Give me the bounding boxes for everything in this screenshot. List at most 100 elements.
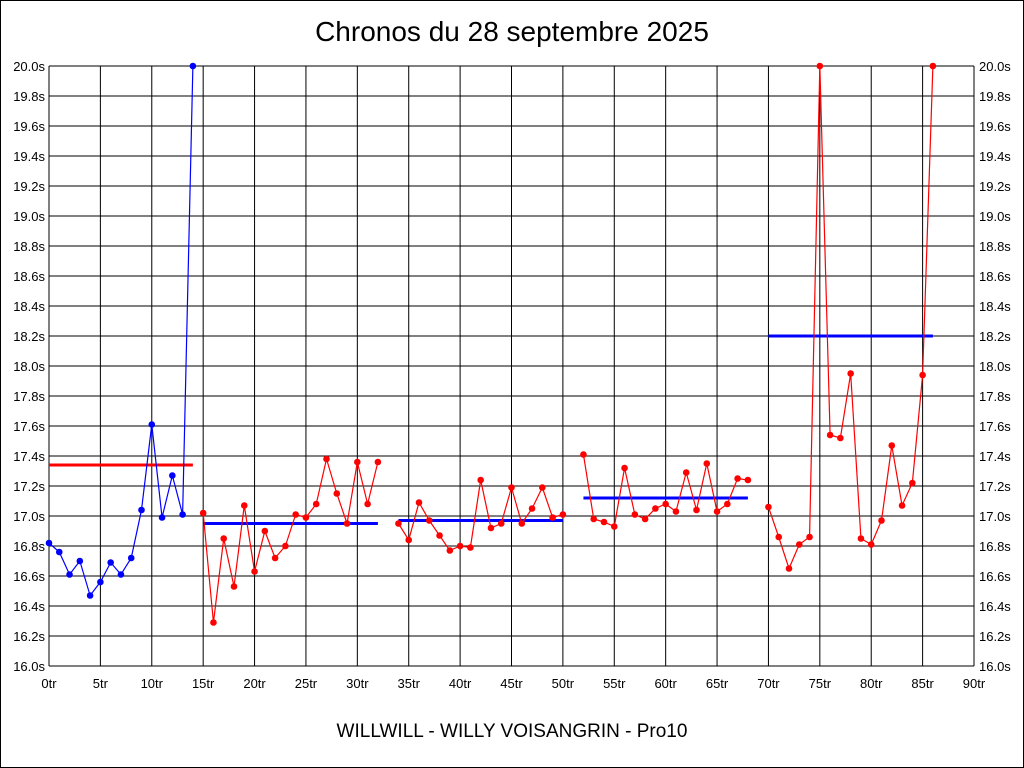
y-tick-label-right: 19.6s — [979, 119, 1011, 134]
y-tick-label-right: 19.2s — [979, 179, 1011, 194]
x-tick-label: 30tr — [346, 676, 369, 691]
data-point — [497, 520, 505, 527]
x-tick-label: 15tr — [192, 676, 215, 691]
data-point — [621, 464, 628, 472]
data-point — [55, 548, 63, 556]
y-tick-label-right: 17.2s — [979, 479, 1011, 494]
data-point — [724, 500, 731, 508]
x-tick-label: 20tr — [243, 676, 266, 691]
data-point — [508, 484, 515, 491]
data-point — [86, 592, 94, 599]
y-tick-label-left: 18.2s — [13, 329, 45, 344]
data-point — [312, 500, 320, 508]
data-point — [323, 455, 330, 463]
data-point — [867, 541, 875, 548]
data-point — [395, 520, 402, 527]
data-point — [580, 451, 587, 458]
x-tick-label: 75tr — [809, 676, 832, 691]
data-point — [158, 514, 166, 521]
y-tick-label-left: 16.8s — [13, 539, 45, 554]
data-point — [693, 506, 700, 514]
y-tick-label-left: 17.4s — [13, 449, 45, 464]
y-tick-label-left: 18.8s — [13, 239, 45, 254]
data-point — [765, 503, 772, 511]
data-point — [425, 517, 433, 524]
y-tick-label-left: 16.2s — [13, 629, 45, 644]
data-point — [97, 578, 104, 586]
y-tick-label-right: 16.2s — [979, 629, 1011, 644]
data-point — [436, 532, 443, 539]
data-point — [251, 568, 258, 575]
data-point — [590, 515, 598, 523]
data-point — [66, 571, 73, 578]
data-point — [919, 371, 926, 379]
data-point — [610, 523, 618, 530]
data-point — [652, 505, 659, 512]
data-point — [446, 547, 454, 554]
data-point — [169, 472, 176, 479]
data-point — [415, 499, 423, 506]
data-point — [117, 571, 125, 578]
data-point — [528, 505, 536, 512]
data-point — [878, 517, 885, 524]
x-tick-label: 45tr — [500, 676, 523, 691]
data-point — [888, 442, 896, 449]
data-point — [199, 509, 207, 517]
chart-subtitle: WILLWILL - WILLY VOISANGRIN - Pro10 — [336, 721, 688, 742]
data-point — [179, 511, 186, 518]
x-tick-label: 0tr — [41, 676, 57, 691]
data-point — [929, 62, 937, 70]
data-point — [230, 583, 238, 590]
y-tick-label-left: 18.0s — [13, 359, 45, 374]
series-line — [397, 479, 564, 552]
data-point — [600, 518, 608, 526]
y-tick-label-right: 16.4s — [979, 599, 1011, 614]
data-point — [539, 484, 546, 491]
data-point — [302, 514, 310, 521]
x-tick-label: 55tr — [603, 676, 626, 691]
x-tick-label: 90tr — [963, 676, 986, 691]
data-point — [518, 520, 526, 527]
data-point — [405, 536, 413, 544]
y-tick-label-left: 19.0s — [13, 209, 45, 224]
data-point — [744, 476, 752, 484]
x-tick-label: 35tr — [398, 676, 421, 691]
x-tick-label: 5tr — [93, 676, 109, 691]
data-point — [138, 506, 145, 514]
y-tick-label-left: 18.6s — [13, 269, 45, 284]
y-tick-label-right: 19.4s — [979, 149, 1011, 164]
x-tick-label: 65tr — [706, 676, 729, 691]
data-point — [467, 544, 474, 551]
data-point — [189, 62, 197, 70]
data-point — [909, 479, 916, 487]
data-point — [847, 370, 854, 377]
y-tick-label-right: 17.4s — [979, 449, 1011, 464]
series-line — [767, 65, 934, 571]
chart-title: Chronos du 28 septembre 2025 — [315, 16, 709, 47]
data-point — [261, 527, 269, 535]
data-point — [220, 535, 228, 542]
data-point — [282, 542, 289, 550]
data-point — [127, 554, 135, 562]
data-point — [898, 502, 906, 509]
data-point — [45, 539, 53, 547]
data-point — [456, 542, 464, 550]
y-tick-label-right: 18.6s — [979, 269, 1011, 284]
data-point — [631, 511, 639, 518]
data-point — [785, 565, 793, 572]
data-point — [857, 535, 865, 542]
data-point — [816, 62, 824, 70]
y-tick-label-left: 16.6s — [13, 569, 45, 584]
x-tick-label: 25tr — [295, 676, 318, 691]
y-tick-label-right: 18.8s — [979, 239, 1011, 254]
data-point — [354, 458, 361, 466]
y-tick-label-right: 16.6s — [979, 569, 1011, 584]
data-point — [672, 508, 680, 515]
data-point — [333, 490, 341, 497]
data-point — [826, 431, 834, 439]
data-point — [271, 554, 279, 562]
data-point — [662, 500, 669, 508]
data-point — [795, 541, 803, 548]
y-tick-label-right: 17.6s — [979, 419, 1011, 434]
